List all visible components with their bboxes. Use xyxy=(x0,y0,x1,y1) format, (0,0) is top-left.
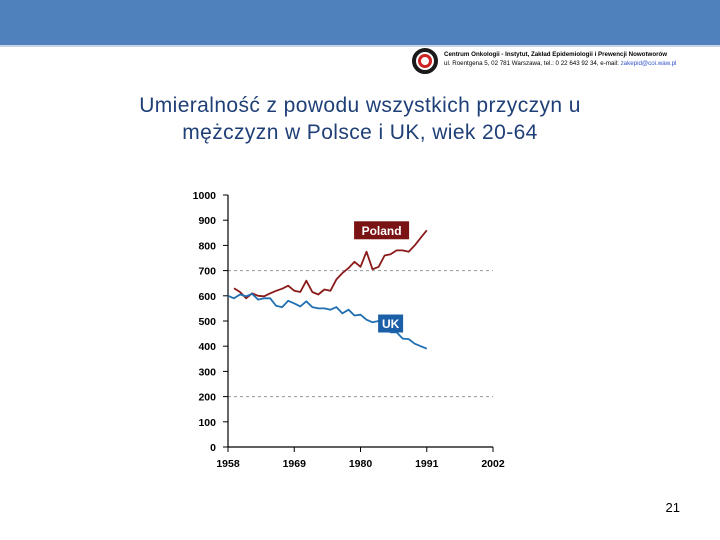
series-label-box-uk xyxy=(378,314,404,333)
x-tick-label-1980: 1980 xyxy=(349,458,373,470)
y-tick-label-1000: 1000 xyxy=(193,190,217,202)
coi-logo-icon xyxy=(412,48,438,74)
x-tick-label-1991: 1991 xyxy=(415,458,439,470)
x-tick-label-1958: 1958 xyxy=(216,458,240,470)
y-tick-label-900: 900 xyxy=(198,215,216,227)
institution-email[interactable]: zakepid@coi.waw.pl xyxy=(620,60,677,67)
y-tick-label-500: 500 xyxy=(198,316,216,328)
slide-title-line-2: mężczyzn w Polsce i UK, wiek 20-64 xyxy=(182,121,538,144)
x-tick-label-1969: 1969 xyxy=(283,458,307,470)
institution-header: Centrum Onkologii - Instytut, Zakład Epi… xyxy=(412,48,712,74)
series-label-poland: Poland xyxy=(362,224,402,238)
y-tick-label-100: 100 xyxy=(198,417,216,429)
y-tick-label-0: 0 xyxy=(210,442,216,454)
series-label-uk: UK xyxy=(382,317,400,331)
y-tick-label-200: 200 xyxy=(198,392,216,404)
series-line-poland xyxy=(233,229,428,300)
y-tick-label-800: 800 xyxy=(198,240,216,252)
slide-title-line-1: Umieralność z powodu wszystkich przyczyn… xyxy=(139,94,581,117)
x-tick-label-2002: 2002 xyxy=(481,458,505,470)
mortality-line-chart: 0 100 200 300 400 500 600 700 800 900 1000 1958 1969… xyxy=(193,190,505,470)
header-divider xyxy=(0,45,720,47)
slide-title: Umieralność z powodu wszystkich przyczyn… xyxy=(60,92,660,146)
institution-address-text: ul. Roentgena 5, 02 781 Warszawa, tel.: … xyxy=(444,60,621,67)
y-tick-label-400: 400 xyxy=(198,341,216,353)
header-bar xyxy=(0,0,720,45)
y-tick-label-700: 700 xyxy=(198,266,216,278)
institution-name: Centrum Onkologii - Instytut, Zakład Epi… xyxy=(444,51,668,58)
y-tick-label-300: 300 xyxy=(198,366,216,378)
series-label-box-poland xyxy=(354,221,410,240)
page-number: 21 xyxy=(665,500,680,515)
institution-address: ul. Roentgena 5, 02 781 Warszawa, tel.: … xyxy=(444,60,676,68)
y-tick-label-600: 600 xyxy=(198,291,216,303)
